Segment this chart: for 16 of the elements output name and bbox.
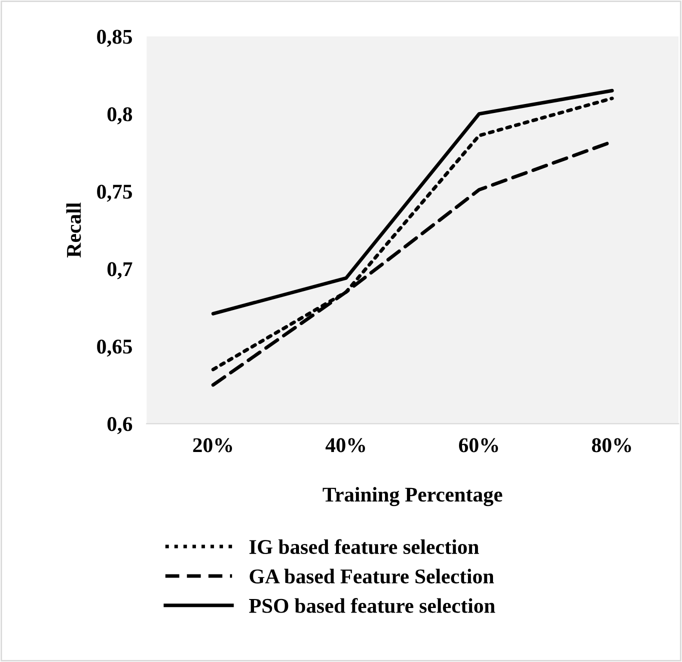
x-tick-label: 20%	[193, 438, 232, 452]
y-axis-title: Recall	[66, 202, 81, 258]
legend-label: PSO based feature selection	[249, 598, 496, 613]
y-tick-label: 0,8	[107, 107, 132, 124]
x-tick-label: 40%	[326, 438, 365, 452]
y-tick-label: 0,7	[107, 262, 132, 280]
legend-label: GA based Feature Selection	[250, 568, 494, 584]
y-tick-label: 0,6	[107, 417, 132, 434]
y-tick-label: 0,75	[97, 184, 132, 202]
y-tick-label: 0,85	[97, 30, 132, 47]
y-tick-label: 0,65	[97, 340, 132, 357]
x-tick-label: 80%	[592, 438, 631, 452]
legend-label: IG based feature selection	[249, 539, 479, 554]
x-tick-label: 60%	[458, 438, 498, 452]
line-series	[211, 88, 614, 316]
x-axis-title: Training Percentage	[322, 487, 502, 506]
